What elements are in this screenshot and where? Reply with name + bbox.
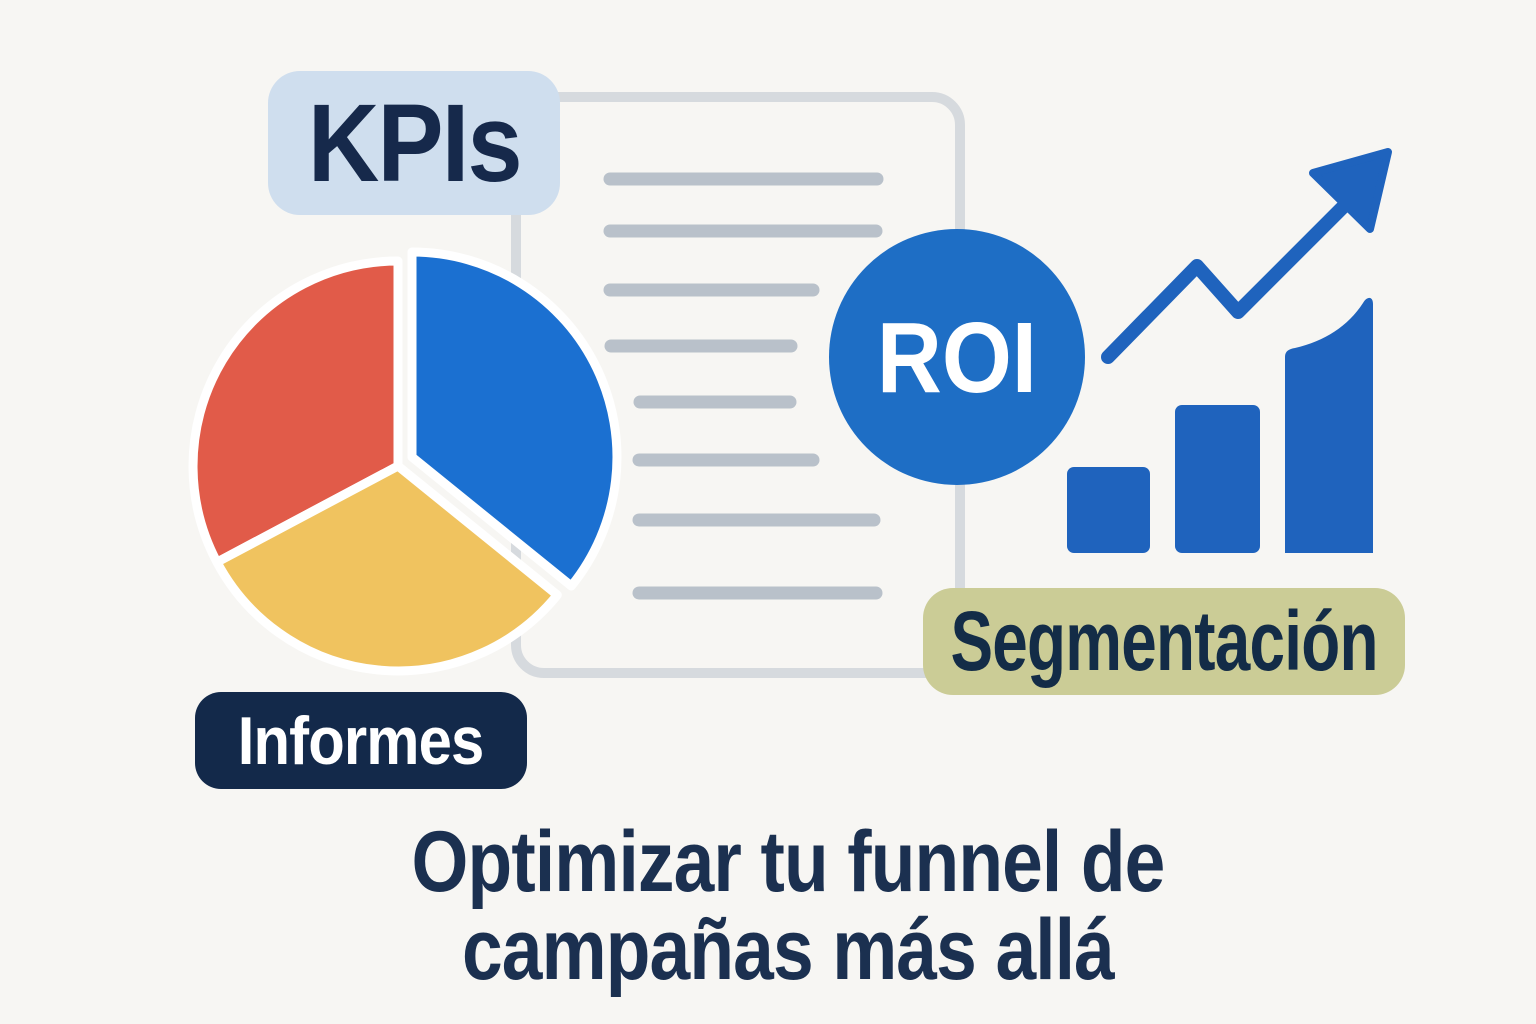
growth-arrow-icon xyxy=(1101,148,1392,364)
kpis-label: KPIs xyxy=(307,81,523,205)
roi-label: ROI xyxy=(876,301,1038,414)
roi-badge: ROI xyxy=(832,301,1082,414)
roi-circle-icon xyxy=(829,229,1085,485)
informes-label: Informes xyxy=(238,702,485,779)
bar-chart-icon xyxy=(1067,297,1373,553)
title-line-1: Optimizar tu funnel de xyxy=(411,814,1166,910)
kpis-badge: KPIs xyxy=(268,71,560,215)
informes-badge: Informes xyxy=(195,692,527,789)
segmentacion-badge: Segmentación xyxy=(923,588,1405,695)
pie-chart-icon xyxy=(188,247,622,676)
segmentacion-label: Segmentación xyxy=(950,594,1378,688)
page-title: Optimizar tu funnel de campañas más allá xyxy=(168,818,1408,994)
title-line-2: campañas más allá xyxy=(461,902,1115,998)
